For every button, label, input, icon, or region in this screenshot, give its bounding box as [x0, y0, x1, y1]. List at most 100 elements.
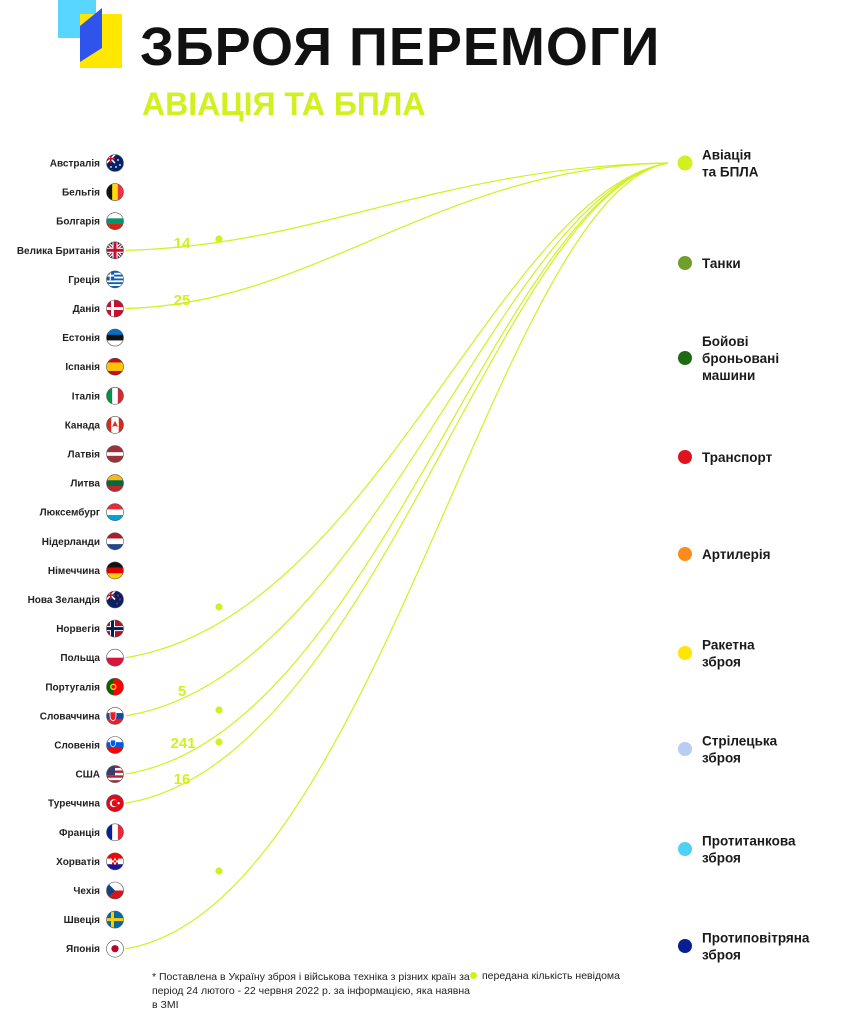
country-label: Велика Британія: [17, 246, 100, 257]
flag-turechchyna-icon: [106, 794, 124, 813]
flag-chekhiya-icon: [106, 881, 124, 900]
category-label: Артилерія: [702, 547, 771, 562]
flow-curve-yaponiya: [125, 162, 669, 950]
category-tanky: Танки: [678, 256, 741, 271]
legend-unknown-dot: [470, 971, 477, 979]
page-title: ЗБРОЯ ПЕРЕМОГИ: [140, 17, 661, 77]
category-dot: [677, 155, 693, 171]
country-label: Болгарія: [56, 217, 100, 228]
country-label: Швеція: [64, 915, 101, 926]
country-label: Норвегія: [56, 624, 100, 635]
page-subtitle: АВІАЦІЯ ТА БПЛА: [142, 86, 426, 122]
category-label: Протитанкова зброя: [702, 834, 796, 866]
flow-curve-ssha: [125, 162, 669, 775]
country-label: Литва: [70, 479, 100, 490]
legend: передана кількість невідома: [470, 970, 620, 982]
country-label: Іспанія: [65, 362, 100, 373]
flag-frantsiya-icon: [106, 823, 124, 842]
country-label: Італія: [72, 391, 100, 402]
country-label: Нідерланди: [42, 537, 100, 548]
qty-label-daniya: 25: [174, 292, 191, 309]
flag-polshcha-icon: [106, 648, 124, 667]
category-dot: [678, 547, 692, 561]
flag-shvetsiya-icon: [106, 910, 124, 929]
category-striletska: Стрілецька зброя: [678, 734, 778, 766]
country-label: Греція: [68, 275, 100, 286]
country-label: Словенія: [54, 741, 100, 752]
flag-belhiya-icon: [106, 183, 124, 201]
unknown-quantity-dot: [215, 867, 223, 875]
country-label: Бельгія: [62, 188, 100, 199]
unknown-quantity-markers: [215, 235, 223, 875]
ukraine-logo-icon: [58, 0, 122, 68]
category-aviatsiya: Авіація та БПЛА: [677, 148, 759, 180]
flow-curve-polshcha: [125, 162, 669, 659]
category-label: Ракетна зброя: [702, 638, 755, 670]
category-label: Танки: [702, 256, 741, 271]
category-list: Авіація та БПЛА Танки Бойові броньовані машин…: [677, 148, 810, 963]
flow-curve-slovachchyna: [125, 162, 669, 717]
country-label: Туреччина: [48, 799, 100, 810]
flag-estoniya-icon: [106, 328, 124, 347]
category-label: Бойові броньовані машини: [702, 334, 779, 383]
category-boyovi: Бойові броньовані машини: [678, 334, 779, 383]
country-list: Австралія Бельгія Болгарія Велика Британія Г…: [17, 154, 124, 958]
flag-sloveniya-icon: [106, 736, 124, 754]
flag-yaponiya-icon: [106, 939, 124, 958]
unknown-quantity-dot: [215, 603, 223, 611]
country-label: Австралія: [50, 159, 100, 170]
unknown-quantity-dot: [215, 738, 223, 746]
country-label: Данія: [73, 304, 101, 315]
country-label: Японія: [66, 944, 100, 955]
unknown-quantity-dot: [215, 706, 223, 714]
flow-curves: [125, 162, 669, 950]
flag-hretsiya-icon: [106, 270, 124, 289]
flag-velyka-brytaniya-icon: [106, 241, 124, 260]
flow-curve-velyka-brytaniya: [125, 162, 669, 251]
flag-niderlandy-icon: [106, 532, 124, 551]
category-label: Авіація та БПЛА: [702, 148, 759, 180]
country-label: США: [76, 770, 101, 781]
country-label: Словаччина: [40, 711, 101, 722]
flag-norvehiya-icon: [106, 619, 124, 638]
flag-bolhariya-icon: [106, 212, 124, 230]
category-protypovitryana: Протиповітряна зброя: [678, 931, 810, 963]
country-label: Польща: [60, 653, 100, 664]
category-dot: [678, 842, 692, 856]
flag-lyuksemburh-icon: [106, 503, 124, 522]
flag-lytva-icon: [106, 474, 124, 492]
qty-label-velyka-brytaniya: 14: [174, 235, 191, 252]
category-artyleriya: Артилерія: [678, 547, 771, 562]
category-dot: [678, 742, 692, 756]
footnote: * Поставлена в Україну зброя і військова…: [152, 971, 470, 1011]
qty-label-ssha: 241: [170, 735, 195, 752]
country-label: Франція: [59, 828, 100, 839]
country-label: Нова Зеландія: [28, 595, 101, 606]
category-label: Протиповітряна зброя: [702, 931, 810, 963]
flag-ssha-icon: [106, 765, 124, 783]
qty-label-slovachchyna: 5: [178, 683, 186, 700]
flow-curve-daniya: [125, 162, 669, 310]
flag-khorvatiya-icon: [106, 852, 124, 871]
flag-slovachchyna-icon: [106, 707, 124, 725]
flag-italiya-icon: [106, 386, 124, 405]
category-dot: [678, 256, 692, 270]
category-dot: [678, 450, 692, 464]
category-dot: [678, 939, 692, 953]
category-dot: [678, 351, 692, 365]
category-dot: [678, 646, 692, 660]
country-label: Латвія: [68, 450, 101, 461]
flag-nova-zelandiya-icon: [106, 590, 124, 609]
category-protytankova: Протитанкова зброя: [678, 834, 796, 866]
legend-unknown-label: передана кількість невідома: [482, 970, 620, 982]
flag-nimechchyna-icon: [106, 561, 124, 580]
flag-daniya-icon: [106, 299, 124, 318]
flow-curve-turechchyna: [125, 162, 669, 804]
unknown-quantity-dot: [215, 235, 223, 243]
category-label: Стрілецька зброя: [702, 734, 778, 766]
flag-portuhaliya-icon: [106, 677, 124, 696]
country-label: Люксембург: [40, 507, 100, 519]
country-label: Німеччина: [48, 566, 101, 577]
country-label: Португалія: [45, 682, 100, 693]
